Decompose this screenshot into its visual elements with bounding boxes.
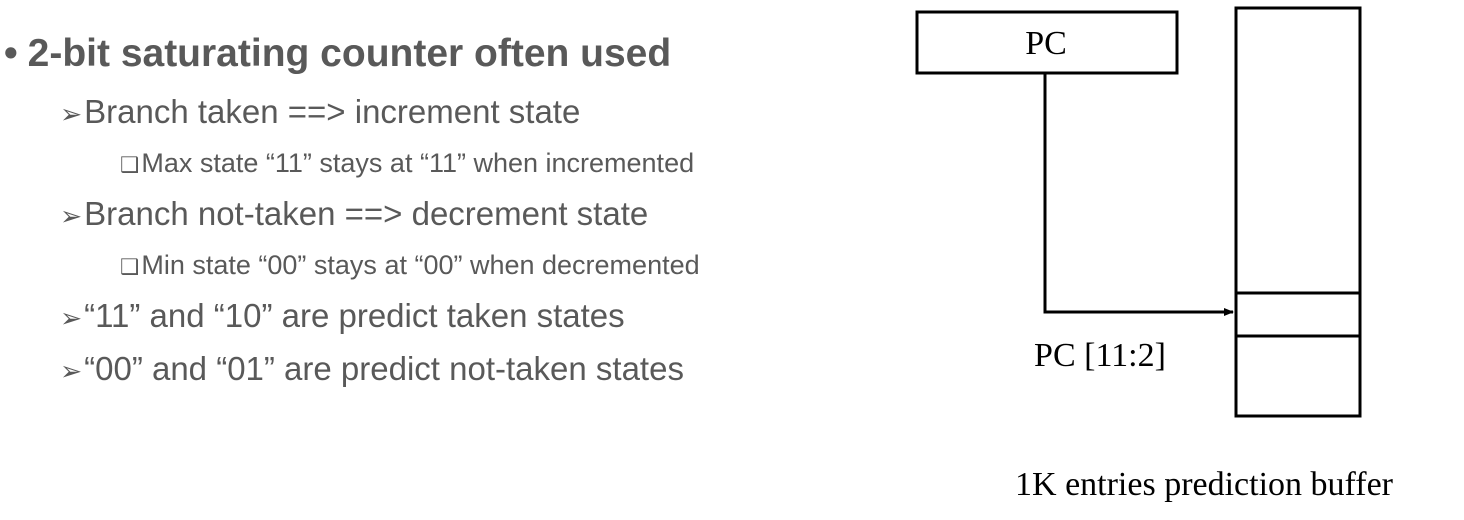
arrowhead-bullet-icon: ➢ xyxy=(60,99,83,129)
sub-sub-bullet-min-state: ❑Min state “00” stays at “00” when decre… xyxy=(120,252,700,279)
pc-index-connector xyxy=(1043,73,1234,316)
arrowhead-bullet-icon: ➢ xyxy=(60,356,83,386)
square-bullet-icon: ❑ xyxy=(120,152,140,177)
pc-register-box xyxy=(915,10,1179,75)
arrowhead-bullet-icon: ➢ xyxy=(60,201,83,231)
sub-bullet-branch-not-taken: ➢Branch not-taken ==> decrement state xyxy=(60,197,648,230)
buffer-caption: 1K entries prediction buffer xyxy=(1015,466,1394,503)
sub-sub-bullet-max-state: ❑Max state “11” stays at “11” when incre… xyxy=(120,150,694,177)
sub-bullet-text: “00” and “01” are predict not-taken stat… xyxy=(84,350,684,387)
sub-bullet-taken-states: ➢“11” and “10” are predict taken states xyxy=(60,299,625,332)
main-bullet-text: 2-bit saturating counter often used xyxy=(27,32,672,75)
main-bullet: • 2-bit saturating counter often used xyxy=(4,34,671,73)
sub-bullet-branch-taken: ➢Branch taken ==> increment state xyxy=(60,95,580,128)
pc-label: PC xyxy=(1025,25,1067,62)
arrowhead-bullet-icon: ➢ xyxy=(60,303,83,333)
square-bullet-icon: ❑ xyxy=(120,254,140,279)
sub-bullet-text: Branch not-taken ==> decrement state xyxy=(84,195,649,232)
sub-sub-bullet-text: Min state “00” stays at “00” when decrem… xyxy=(141,250,700,280)
sub-bullet-text: “11” and “10” are predict taken states xyxy=(84,297,625,334)
pc-index-label: PC [11:2] xyxy=(1034,337,1166,374)
sub-sub-bullet-text: Max state “11” stays at “11” when increm… xyxy=(141,148,695,178)
sub-bullet-text: Branch taken ==> increment state xyxy=(84,93,581,130)
sub-bullet-not-taken-states: ➢“00” and “01” are predict not-taken sta… xyxy=(60,352,684,385)
prediction-buffer xyxy=(1234,6,1362,418)
bullet-dot-icon: • xyxy=(4,32,18,75)
